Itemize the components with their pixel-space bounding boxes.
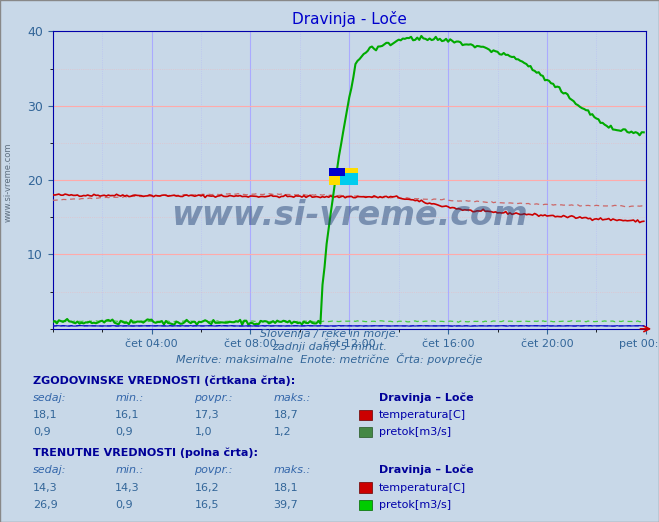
- Text: 17,3: 17,3: [194, 410, 219, 420]
- Text: 16,5: 16,5: [194, 500, 219, 510]
- Text: ZGODOVINSKE VREDNOSTI (črtkana črta):: ZGODOVINSKE VREDNOSTI (črtkana črta):: [33, 375, 295, 386]
- Text: min.:: min.:: [115, 393, 144, 403]
- Text: 0,9: 0,9: [115, 500, 133, 510]
- Text: maks.:: maks.:: [273, 466, 311, 476]
- Text: 18,1: 18,1: [273, 483, 298, 493]
- Text: sedaj:: sedaj:: [33, 393, 67, 403]
- Text: 18,1: 18,1: [33, 410, 57, 420]
- Text: maks.:: maks.:: [273, 393, 311, 403]
- Text: temperatura[C]: temperatura[C]: [379, 410, 466, 420]
- Text: 39,7: 39,7: [273, 500, 299, 510]
- Text: 0,9: 0,9: [33, 428, 51, 437]
- Text: temperatura[C]: temperatura[C]: [379, 483, 466, 493]
- Text: 14,3: 14,3: [33, 483, 57, 493]
- Text: 0,9: 0,9: [115, 428, 133, 437]
- Text: www.si-vreme.com: www.si-vreme.com: [171, 199, 528, 232]
- Text: 16,1: 16,1: [115, 410, 140, 420]
- Title: Dravinja - Loče: Dravinja - Loče: [292, 11, 407, 27]
- Text: Slovenija / reke in morje.: Slovenija / reke in morje.: [260, 329, 399, 339]
- Text: Dravinja – Loče: Dravinja – Loče: [379, 393, 474, 403]
- Text: 1,0: 1,0: [194, 428, 212, 437]
- Text: 14,3: 14,3: [115, 483, 140, 493]
- Text: povpr.:: povpr.:: [194, 466, 233, 476]
- Text: 1,2: 1,2: [273, 428, 291, 437]
- Text: TRENUTNE VREDNOSTI (polna črta):: TRENUTNE VREDNOSTI (polna črta):: [33, 448, 258, 458]
- Text: Meritve: maksimalne  Enote: metrične  Črta: povprečje: Meritve: maksimalne Enote: metrične Črta…: [176, 353, 483, 365]
- Text: zadnji dan / 5 minut.: zadnji dan / 5 minut.: [272, 342, 387, 352]
- Text: Dravinja – Loče: Dravinja – Loče: [379, 465, 474, 476]
- Text: 16,2: 16,2: [194, 483, 219, 493]
- Text: min.:: min.:: [115, 466, 144, 476]
- Text: sedaj:: sedaj:: [33, 466, 67, 476]
- FancyBboxPatch shape: [328, 168, 345, 175]
- Text: pretok[m3/s]: pretok[m3/s]: [379, 500, 451, 510]
- Text: 18,7: 18,7: [273, 410, 299, 420]
- Text: 26,9: 26,9: [33, 500, 58, 510]
- FancyBboxPatch shape: [328, 168, 358, 185]
- Text: pretok[m3/s]: pretok[m3/s]: [379, 428, 451, 437]
- Text: www.si-vreme.com: www.si-vreme.com: [4, 143, 13, 222]
- Text: povpr.:: povpr.:: [194, 393, 233, 403]
- FancyBboxPatch shape: [340, 173, 358, 185]
